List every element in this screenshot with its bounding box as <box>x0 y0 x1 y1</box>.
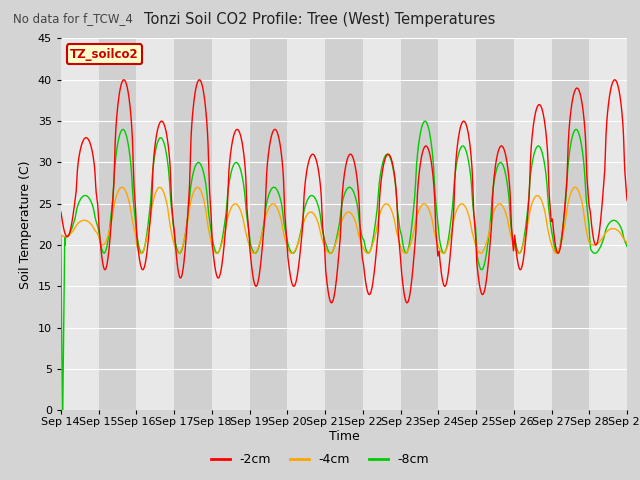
Bar <box>325 38 363 410</box>
Bar <box>438 38 476 410</box>
Bar <box>589 38 627 410</box>
Bar <box>136 38 174 410</box>
Bar <box>61 38 99 410</box>
Bar <box>401 38 438 410</box>
Bar <box>476 38 514 410</box>
Bar <box>250 38 287 410</box>
Bar <box>212 38 250 410</box>
X-axis label: Time: Time <box>328 430 360 443</box>
Bar <box>514 38 552 410</box>
Text: Tonzi Soil CO2 Profile: Tree (West) Temperatures: Tonzi Soil CO2 Profile: Tree (West) Temp… <box>144 12 496 27</box>
Bar <box>552 38 589 410</box>
Bar <box>363 38 401 410</box>
Bar <box>99 38 136 410</box>
Bar <box>174 38 212 410</box>
Legend: TZ_soilco2: TZ_soilco2 <box>67 44 143 64</box>
Y-axis label: Soil Temperature (C): Soil Temperature (C) <box>19 160 32 288</box>
Text: No data for f_TCW_4: No data for f_TCW_4 <box>13 12 132 25</box>
Bar <box>287 38 325 410</box>
Legend: -2cm, -4cm, -8cm: -2cm, -4cm, -8cm <box>206 448 434 471</box>
